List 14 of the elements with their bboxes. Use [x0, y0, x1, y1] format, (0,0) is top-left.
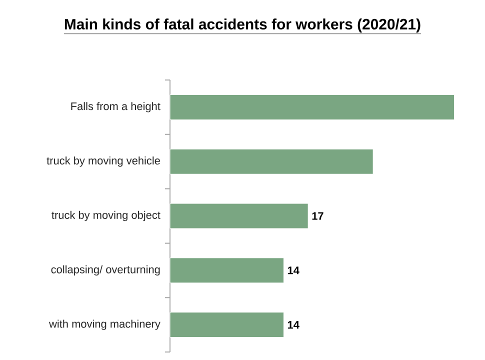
- y-tick-label: Falls from a height: [71, 102, 160, 112]
- y-tick-label: truck by moving object: [52, 210, 160, 222]
- bar: [170, 203, 308, 229]
- chart-title: Main kinds of fatal accidents for workers (2020/21): [64, 18, 420, 32]
- y-tick-label: with moving machinery: [49, 320, 160, 330]
- data-label: 14: [288, 266, 300, 274]
- bar: [170, 312, 284, 338]
- data-label: 14: [288, 321, 300, 329]
- y-tick-label: truck by moving vehicle: [46, 156, 160, 167]
- y-tick-label: collapsing/ overturning: [51, 265, 160, 276]
- bar: [170, 94, 455, 120]
- data-label: 17: [312, 212, 324, 220]
- bar: [170, 148, 374, 174]
- bar: [170, 258, 284, 284]
